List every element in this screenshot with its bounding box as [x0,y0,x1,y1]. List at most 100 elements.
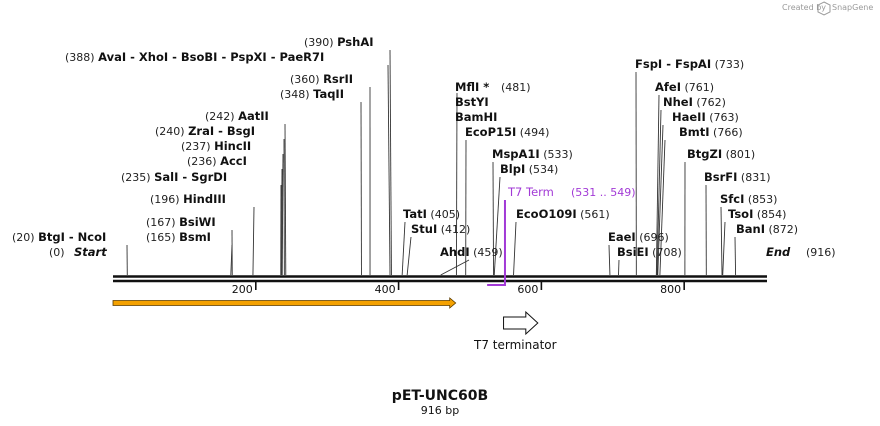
site-label: (240) ZraI - BsgI [155,124,255,138]
start-position: (0) [49,246,65,259]
site-bani[interactable]: BanI (872) [736,222,798,236]
site-position: (390) [304,36,337,49]
site-mspa1i[interactable]: MspA1I (533) [492,147,573,161]
site-pshai[interactable]: (390) PshAI [304,35,374,49]
site-sali-sgrdi[interactable]: (235) SalI - SgrDI [121,170,227,184]
site-label: BtgZI (801) [687,147,755,161]
cut-line-mfli-group [455,92,458,276]
site-eaei[interactable]: EaeI (696) [608,230,669,244]
site-label: (242) AatII [205,109,269,123]
site-tsoi[interactable]: TsoI (854) [728,207,786,221]
enzyme-name: PaeR7I [279,50,324,64]
enzyme-name: AvaI [98,50,126,64]
enzyme-name: FspAI [675,57,711,71]
site-position: (240) [155,125,188,138]
cut-line-bmti [659,139,666,276]
enzyme-name: RsrII [323,72,353,86]
end-text: End [766,245,791,259]
site-position: (459) [470,246,503,259]
cut-line-hindiii [252,206,255,276]
t7-term-primer[interactable]: T7 Term (531 .. 549) [487,185,636,286]
site-position: (533) [540,148,573,161]
site-acci[interactable]: (236) AccI [187,154,247,168]
cut-line-bsiei [618,259,620,276]
enzyme-name: AfeI [655,80,681,94]
cut-line-afei [655,94,660,276]
site-ecop15i[interactable]: EcoP15I (494) [465,125,549,139]
site-position: (534) [525,163,558,176]
enzyme-name: EcoP15I [465,125,516,139]
site-tati[interactable]: TatI (405) [403,207,460,221]
site-stui[interactable]: StuI (412) [411,222,470,236]
tick-label: 200 [232,283,253,296]
site-fspi-fspai[interactable]: FspI - FspAI (733) [635,57,744,71]
site-aatii[interactable]: (242) AatII [205,109,269,123]
site-position: (237) [181,140,214,153]
site-bsrfi[interactable]: BsrFI (831) [704,170,771,184]
enzyme-name: BlpI [500,162,525,176]
t7-terminator-arrow[interactable] [503,310,539,336]
site-taqii[interactable]: (348) TaqII [280,87,344,101]
site-haeii[interactable]: HaeII (763) [672,110,739,124]
site-btgzi[interactable]: BtgZI (801) [687,147,755,161]
cut-line-tsoi [722,221,726,276]
site-sfci[interactable]: SfcI (853) [720,192,777,206]
site-label: EcoO109I (561) [516,207,610,221]
site-avai-group[interactable]: (388) AvaI - XhoI - BsoBI - PspXI - PaeR… [65,50,324,64]
site-bsmi[interactable]: (165) BsmI [146,230,211,244]
enzyme-name: NcoI [78,230,107,244]
tick-label: 800 [660,283,681,296]
primer-range: (531 .. 549) [571,186,636,199]
site-hincii[interactable]: (237) HincII [181,139,251,153]
site-nhei[interactable]: NheI (762) [663,95,726,109]
site-label: (167) BsiWI [146,215,216,229]
site-btgi-ncoi[interactable]: (20) BtgI - NcoI [12,230,106,244]
cut-line-acci [281,168,283,276]
site-label: EcoP15I (494) [465,125,549,139]
site-label: (360) RsrII [290,72,353,86]
site-label: TsoI (854) [728,207,786,221]
cut-line-sfci [720,206,723,276]
site-position: (405) [427,208,460,221]
site-bsiei[interactable]: BsiEI (708) [617,245,682,259]
site-position: (360) [290,73,323,86]
cut-line-eaei [608,244,611,276]
site-rsrii[interactable]: (360) RsrII [290,72,353,86]
site-label: (236) AccI [187,154,247,168]
sequence-backbone [113,275,767,283]
site-blpi[interactable]: BlpI (534) [500,162,558,176]
site-afei[interactable]: AfeI (761) [655,80,714,94]
site-label: (390) PshAI [304,35,374,49]
cut-line-blpi [493,176,501,276]
credit-text: Created by [782,3,826,12]
site-label: NheI (762) [663,95,726,109]
snapgene-logo-icon [817,1,831,16]
site-bmti[interactable]: BmtI (766) [679,125,743,139]
site-label: (348) TaqII [280,87,344,101]
site-position: (481) [501,81,531,94]
orf-arrow[interactable] [112,297,457,309]
enzyme-name: StuI [411,222,437,236]
site-zrai-bsgi[interactable]: (240) ZraI - BsgI [155,124,255,138]
site-label: BmtI (766) [679,125,743,139]
site-label: (196) HindIII [150,192,226,206]
site-ahdi[interactable]: AhdI (459) [440,245,503,259]
site-label: BsiEI (708) [617,245,682,259]
start-text: Start [74,245,107,259]
enzyme-name: BtgZI [687,147,722,161]
start-label: (0) Start [49,245,107,259]
enzyme-name: BsgI [227,124,255,138]
site-label: MspA1I (533) [492,147,573,161]
cut-line-nhei [656,109,662,276]
tick-label: 600 [517,283,538,296]
cut-line-ecoo109i [513,221,517,276]
site-ecoo109i[interactable]: EcoO109I (561) [516,207,610,221]
cut-line-stui [406,236,412,276]
site-hindiii[interactable]: (196) HindIII [150,192,226,206]
site-position: (853) [744,193,777,206]
enzyme-name: AhdI [440,245,470,259]
site-bsiwi[interactable]: (167) BsiWI [146,215,216,229]
enzyme-name: FspI [635,57,662,71]
